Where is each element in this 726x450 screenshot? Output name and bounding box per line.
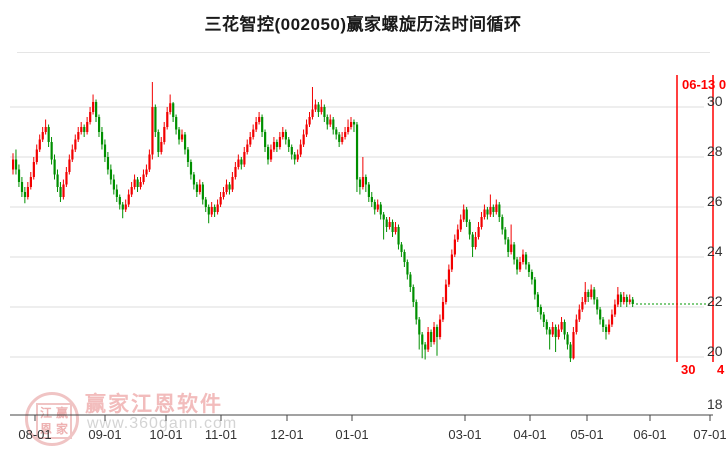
seal-char: 家 — [55, 422, 68, 436]
svg-text:28: 28 — [707, 143, 723, 159]
svg-text:26: 26 — [707, 193, 723, 209]
svg-text:04-01: 04-01 — [513, 427, 546, 442]
svg-text:09-01: 09-01 — [88, 427, 121, 442]
watermark-url: www.360gann.com — [87, 415, 238, 432]
page-title: 三花智控(002050)赢家螺旋历法时间循环 — [204, 15, 522, 34]
seal-char: 赢 — [55, 406, 68, 420]
svg-text:10-01: 10-01 — [149, 427, 182, 442]
svg-text:30: 30 — [681, 362, 695, 377]
y-axis-labels: 30 28 26 24 22 20 18 — [707, 93, 723, 412]
svg-text:05-01: 05-01 — [570, 427, 603, 442]
x-axis: 08-01 09-01 10-01 11-01 12-01 01-01 03-01 04-01… — [10, 414, 726, 442]
svg-text:22: 22 — [707, 293, 723, 309]
svg-text:06-01: 06-01 — [633, 427, 666, 442]
candle-series — [12, 82, 634, 362]
svg-text:01-01: 01-01 — [335, 427, 368, 442]
svg-text:08-01: 08-01 — [18, 427, 51, 442]
svg-text:30: 30 — [707, 93, 723, 109]
cycle-line-2: 4 — [712, 75, 725, 377]
seal-char: 江 — [39, 406, 52, 420]
seal-char: 恩 — [39, 422, 52, 436]
watermark-seal: 江 赢 恩 家 — [25, 392, 79, 446]
svg-text:11-01: 11-01 — [205, 427, 237, 442]
svg-text:18: 18 — [707, 396, 723, 412]
watermark-seal-grid: 江 赢 恩 家 — [36, 403, 72, 439]
title-divider — [17, 52, 710, 53]
cycle-line-1: 06-13 030 — [676, 75, 726, 377]
svg-text:20: 20 — [707, 343, 723, 359]
svg-text:06-13 0: 06-13 0 — [682, 77, 726, 92]
svg-text:03-01: 03-01 — [448, 427, 481, 442]
watermark-brand: 赢家江恩软件 — [85, 393, 223, 416]
svg-text:07-01: 07-01 — [693, 427, 726, 442]
svg-text:24: 24 — [707, 243, 723, 259]
svg-text:12-01: 12-01 — [270, 427, 303, 442]
svg-text:4: 4 — [717, 362, 725, 377]
